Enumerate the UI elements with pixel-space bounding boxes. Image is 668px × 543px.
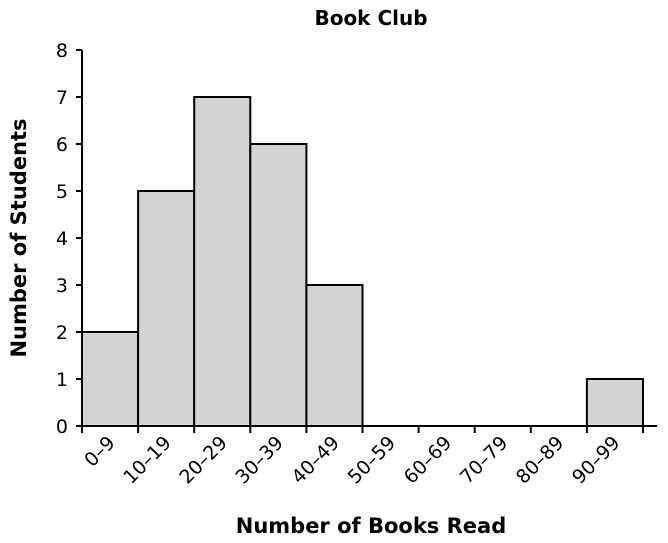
y-axis-label: Number of Students	[7, 118, 31, 357]
bar-90–99	[585, 378, 645, 427]
y-tick-label: 7	[56, 87, 68, 109]
x-tick-label: 50–59	[344, 432, 400, 488]
x-tick-label: 70–79	[456, 432, 512, 488]
y-tick-label: 3	[56, 275, 68, 297]
x-tick-label: 40–49	[288, 432, 344, 488]
x-ticks-group: 0–9 10–19 20–29 30–39 40–49 50–59 60–69 70–79 80…	[80, 426, 644, 488]
y-tick-label: 2	[56, 322, 68, 344]
x-tick-label: 10–19	[119, 432, 175, 488]
y-tick-label: 1	[56, 369, 68, 391]
y-tick-label: 8	[56, 40, 68, 62]
bar-10–19	[137, 190, 196, 427]
x-tick-label: 60–69	[400, 432, 456, 488]
x-tick-label: 20–29	[175, 432, 231, 488]
y-tick-label: 0	[56, 416, 68, 438]
x-axis-label: Number of Books Read	[236, 514, 506, 538]
y-tick-label: 4	[56, 228, 68, 250]
bar-20–29	[193, 96, 252, 427]
bar-30–39	[249, 143, 308, 427]
x-tick-label: 30–39	[231, 432, 287, 488]
y-tick-label: 6	[56, 134, 68, 156]
bar-0–9	[81, 331, 140, 427]
y-ticks-group: 0 1 2 3 4 5 6 7 8	[56, 40, 82, 438]
bars-group	[81, 96, 645, 427]
x-tick-label: 80–89	[512, 432, 568, 488]
x-tick-label: 0–9	[80, 432, 119, 471]
y-tick-label: 5	[56, 181, 68, 203]
bar-40–49	[305, 284, 364, 427]
chart-title: Book Club	[314, 6, 427, 30]
x-tick-label: 90–99	[568, 432, 624, 488]
